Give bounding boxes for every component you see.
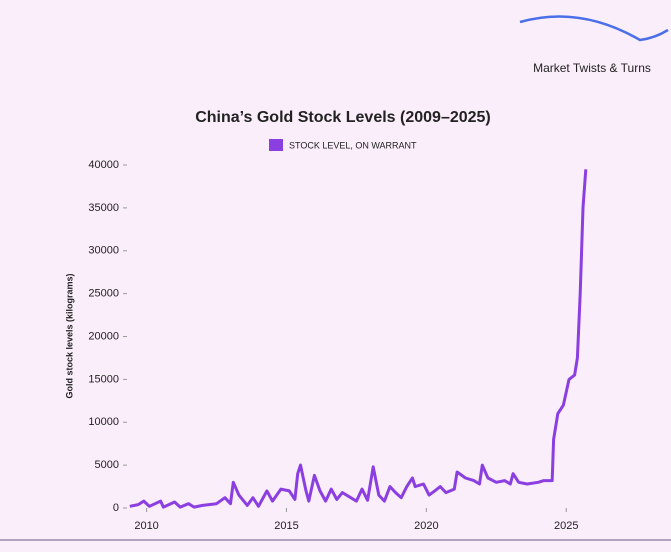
y-tick-label: 25000 — [88, 288, 119, 300]
y-tick-label: 0 — [113, 502, 119, 514]
x-tick-label: 2020 — [414, 520, 438, 532]
y-tick-label: 20000 — [88, 330, 119, 342]
logo-curve — [519, 15, 669, 42]
y-tick-label: 5000 — [95, 459, 119, 471]
y-axis-label: Gold stock levels (kilograms) — [64, 273, 74, 398]
chart-title: China’s Gold Stock Levels (2009–2025) — [195, 109, 491, 126]
y-tick-label: 30000 — [88, 245, 119, 257]
brand: Market Twists & Turns — [533, 61, 651, 75]
x-tick-label: 2010 — [134, 520, 158, 532]
x-tick-label: 2015 — [274, 520, 298, 532]
y-tick-label: 10000 — [88, 416, 119, 428]
legend-swatch — [269, 139, 283, 151]
y-tick-label: 15000 — [88, 373, 119, 385]
y-tick-label: 35000 — [88, 202, 119, 214]
y-tick-label: 40000 — [88, 159, 119, 171]
x-tick-label: 2025 — [554, 520, 578, 532]
line-series — [129, 169, 588, 509]
legend-label: STOCK LEVEL, ON WARRANT — [289, 140, 417, 150]
